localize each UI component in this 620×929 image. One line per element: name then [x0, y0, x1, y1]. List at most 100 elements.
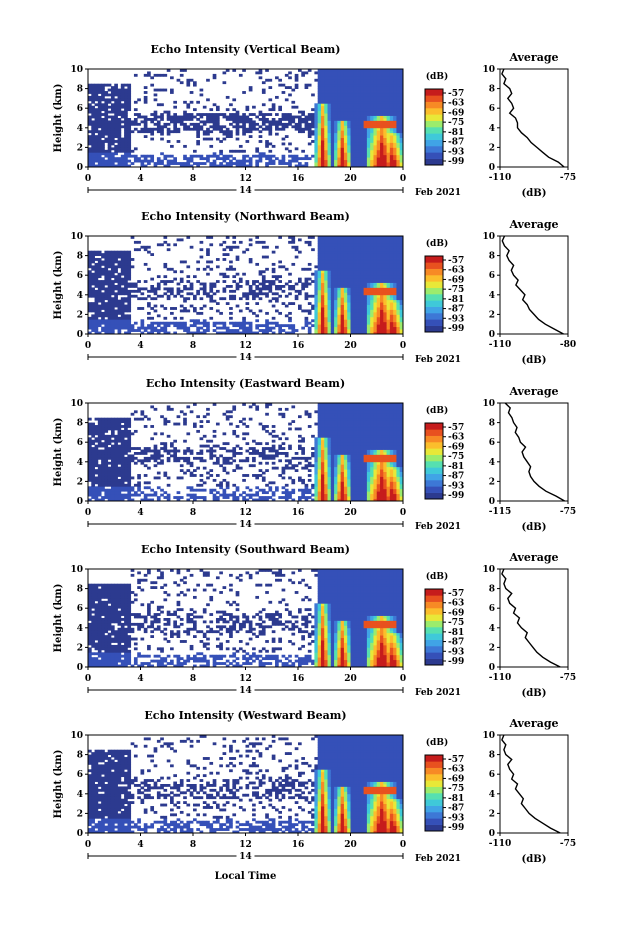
heatmap-cell [173, 130, 177, 134]
heatmap-cell [97, 307, 102, 310]
heatmap-cell [101, 304, 105, 308]
heatmap-cell [258, 157, 263, 161]
heatmap-cell [137, 157, 141, 161]
heatmap-cell [120, 159, 125, 163]
heatmap-cell [314, 147, 319, 151]
heatmap-cell [340, 127, 345, 131]
heatmap-cell [101, 294, 105, 298]
heatmap-cell [366, 98, 371, 102]
heatmap-cell [334, 262, 338, 266]
heatmap-cell [399, 142, 404, 146]
heatmap-cell [94, 459, 99, 463]
heatmap-cell [186, 113, 191, 116]
heatmap-cell [186, 118, 191, 121]
heatmap-cell [114, 437, 118, 441]
heatmap-cell [386, 88, 391, 92]
heatmap-cell [91, 486, 95, 490]
heatmap-cell [101, 476, 105, 480]
heatmap-cell [101, 488, 105, 492]
heatmap-cell [353, 105, 358, 109]
heatmap-cell [314, 159, 319, 163]
heatmap-cell [114, 474, 118, 477]
colorbar-tick-label: -69 [448, 108, 464, 118]
heatmap-cell [183, 412, 187, 416]
heatmap-cell [327, 326, 332, 330]
heatmap-cell [320, 73, 325, 77]
heatmap-cell [291, 287, 296, 291]
heatmap-cell [380, 245, 384, 249]
heatmap-cell [120, 447, 125, 450]
heatmap-cell [130, 329, 135, 332]
heatmap-cell [357, 122, 361, 126]
heatmap-cell [350, 319, 355, 323]
heatmap-cell [383, 326, 387, 330]
heatmap-cell [120, 154, 125, 158]
heatmap-cell [370, 113, 374, 116]
heatmap-cell [337, 324, 342, 328]
heatmap-cell [94, 304, 99, 308]
heatmap-cell [347, 137, 351, 141]
heatmap-cell [130, 412, 135, 416]
heatmap-cell [156, 496, 161, 499]
heatmap-cell [327, 118, 332, 121]
heatmap-cell [317, 159, 322, 163]
heatmap-cell [396, 329, 401, 332]
heatmap-cell [143, 98, 148, 102]
heatmap-cell [104, 140, 109, 143]
heatmap-cell [114, 127, 118, 131]
heatmap-cell [245, 118, 250, 121]
heatmap-cell [330, 125, 335, 129]
heatmap-cell [363, 326, 368, 330]
heatmap-cell [396, 103, 401, 107]
heatmap-cell [370, 76, 374, 80]
heatmap-cell [350, 292, 355, 296]
heatmap-cell [380, 95, 384, 99]
heatmap-cell [284, 162, 289, 165]
profile-y-tick-label: 6 [489, 271, 495, 281]
heatmap-cell [130, 149, 135, 153]
heatmap-cell [343, 110, 348, 114]
heatmap-cell [107, 100, 112, 104]
heatmap-cell [212, 125, 217, 129]
heatmap-cell [91, 481, 95, 485]
heatmap-cell [304, 115, 309, 119]
heatmap-cell [324, 103, 328, 107]
heatmap-cell [160, 454, 164, 458]
heatmap-cell [383, 304, 387, 308]
heatmap-cell [199, 162, 204, 165]
heatmap-cell [360, 309, 365, 313]
heatmap-cell [166, 321, 171, 325]
heatmap-cell [94, 314, 99, 318]
heatmap-cell [91, 113, 95, 116]
heatmap-cell [317, 270, 322, 274]
heatmap-cell [245, 331, 250, 335]
heatmap-cell [334, 238, 338, 242]
heatmap-cell [340, 250, 345, 254]
heatmap-cell [350, 164, 355, 168]
heatmap-cell [393, 309, 397, 313]
heatmap-cell [281, 127, 286, 131]
heatmap-cell [94, 127, 99, 131]
heatmap-cell [340, 125, 345, 129]
heatmap-cell [357, 282, 361, 286]
heatmap-cell [183, 471, 187, 475]
heatmap-cell [347, 260, 351, 264]
heatmap-cell [324, 71, 328, 75]
heatmap-cell [330, 88, 335, 92]
heatmap-cell [393, 78, 397, 82]
heatmap-cell [347, 238, 351, 242]
heatmap-cell [258, 110, 263, 114]
heatmap-cell [314, 115, 319, 119]
heatmap-cell [337, 144, 342, 148]
heatmap-cell [147, 311, 151, 315]
heatmap-cell [298, 130, 302, 134]
heatmap-cell [396, 142, 401, 146]
heatmap-cell [97, 164, 102, 168]
heatmap-cell [373, 280, 378, 283]
heatmap-cell [114, 456, 118, 460]
heatmap-cell [91, 149, 95, 153]
heatmap-cell [360, 71, 365, 75]
heatmap-cell [386, 164, 391, 168]
heatmap-cell [255, 149, 260, 153]
heatmap-cell [396, 135, 401, 138]
